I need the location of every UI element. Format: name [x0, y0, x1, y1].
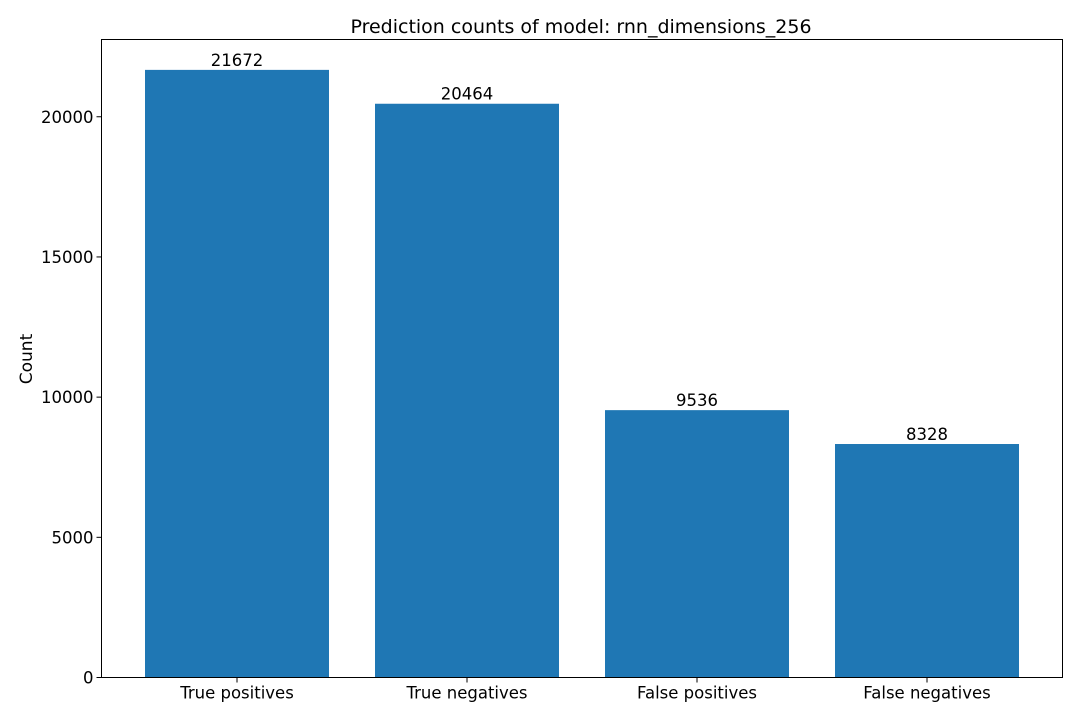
y-tick-label: 5000: [52, 528, 94, 547]
x-tick-label: True positives: [179, 684, 294, 703]
bar: [605, 410, 789, 678]
x-tick-label: True negatives: [405, 684, 527, 703]
bar: [145, 69, 329, 678]
bar: [835, 444, 1019, 678]
y-tick-label: 10000: [41, 388, 94, 407]
x-tick-label: False negatives: [863, 684, 990, 703]
y-axis-ticks: 0 5000 10000 15000 20000: [41, 108, 102, 688]
data-labels-layer: 21672 20464 9536 8328: [211, 51, 948, 444]
y-axis-label: Count: [17, 333, 37, 384]
bar: [375, 103, 559, 678]
x-tick-label: False positives: [637, 684, 757, 703]
bars-layer: [145, 69, 1019, 678]
chart-title: Prediction counts of model: rnn_dimensio…: [350, 16, 811, 38]
data-label: 9536: [676, 391, 718, 410]
y-tick-label: 20000: [41, 108, 94, 127]
axes-frame: [101, 39, 1063, 678]
x-axis-ticks: True positives True negatives False positi…: [179, 677, 991, 703]
data-label: 20464: [441, 85, 494, 104]
y-tick-label: 15000: [41, 248, 94, 267]
data-label: 8328: [906, 425, 948, 444]
y-tick-label: 0: [83, 669, 94, 688]
data-label: 21672: [211, 51, 264, 70]
